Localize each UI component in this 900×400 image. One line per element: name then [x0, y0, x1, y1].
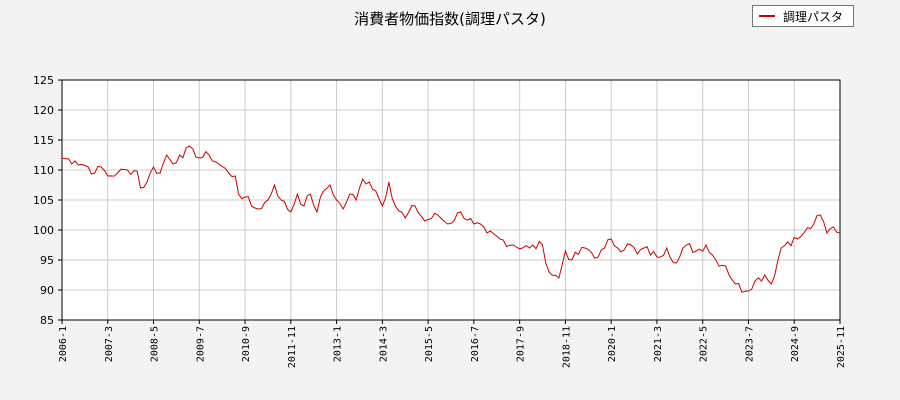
x-tick-label: 2016-7 [470, 326, 481, 362]
y-tick-label: 120 [33, 104, 54, 117]
x-tick-label: 2007-3 [104, 326, 115, 362]
legend-line-swatch [759, 15, 775, 17]
x-tick-label: 2013-1 [333, 326, 344, 362]
x-tick-label: 2023-7 [744, 326, 755, 362]
x-tick-label: 2015-5 [424, 326, 435, 362]
x-tick-label: 2008-5 [150, 326, 161, 362]
y-tick-label: 95 [40, 254, 54, 267]
x-tick-label: 2022-5 [699, 326, 710, 362]
series-line [61, 145, 841, 293]
x-tick-label: 2017-9 [516, 326, 527, 362]
x-tick-label: 2011-11 [287, 326, 298, 368]
plot-frame [61, 79, 841, 321]
x-tick-label: 2021-3 [653, 326, 664, 362]
y-tick-label: 100 [33, 224, 54, 237]
y-tick-label: 115 [33, 134, 54, 147]
x-tick-label: 2020-1 [607, 326, 618, 362]
y-tick-label: 90 [40, 284, 54, 297]
x-tick-label: 2006-1 [58, 326, 69, 362]
x-tick-label: 2018-11 [561, 326, 572, 368]
y-tick-label: 105 [33, 194, 54, 207]
x-tick-label: 2010-9 [241, 326, 252, 362]
legend-label: 調理パスタ [783, 9, 844, 24]
y-tick-label: 110 [33, 164, 54, 177]
x-tick-label: 2009-7 [195, 326, 206, 362]
x-tick-label: 2024-9 [790, 326, 801, 362]
legend: 調理パスタ [752, 5, 854, 27]
y-tick-label: 125 [33, 74, 54, 87]
x-tick-label: 2014-3 [378, 326, 389, 362]
chart-title: 消費者物価指数(調理パスタ) [354, 10, 546, 28]
x-tick-label: 2025-11 [836, 326, 847, 368]
y-tick-label: 85 [40, 314, 54, 327]
